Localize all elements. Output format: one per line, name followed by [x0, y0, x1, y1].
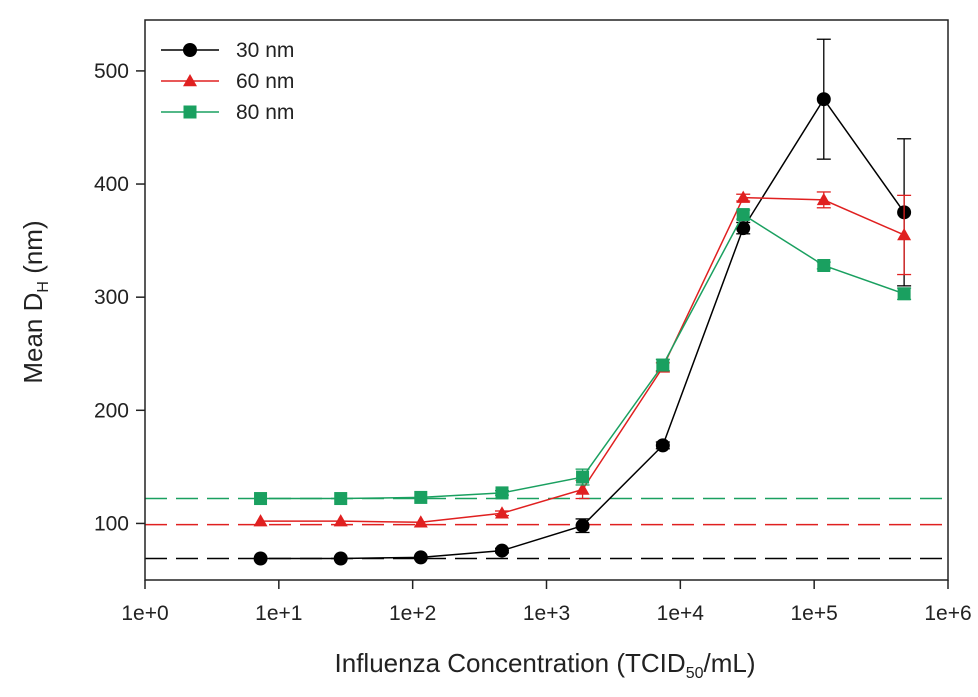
series-line-2: [260, 213, 905, 500]
data-point: [897, 287, 911, 301]
legend-marker: [183, 43, 197, 57]
y-axis: 100 200 300 400 500: [94, 60, 145, 535]
data-point: [495, 486, 509, 500]
y-axis-title-sub: H: [35, 281, 52, 293]
y-axis-title: Mean DH (nm): [18, 220, 52, 383]
data-point: [575, 518, 590, 533]
y-tick-label: 400: [94, 173, 129, 196]
data-point: [494, 543, 509, 558]
baselines: [145, 497, 948, 560]
legend-label: 30 nm: [236, 39, 294, 62]
x-tick-label: 1e+1: [255, 602, 302, 625]
x-tick-label: 1e+6: [924, 602, 971, 625]
data-point: [254, 492, 268, 506]
data-point: [736, 208, 750, 222]
data-point: [333, 514, 348, 527]
data-point: [816, 192, 831, 206]
data-point: [736, 221, 751, 236]
x-tick-label: 1e+0: [121, 602, 168, 625]
y-axis-title-main: Mean D: [18, 293, 48, 384]
y-tick-label: 500: [94, 60, 129, 83]
legend-marker: [183, 105, 197, 119]
data-point: [494, 506, 509, 519]
x-axis-title-suffix: /mL): [703, 648, 755, 678]
data-point: [655, 438, 670, 453]
legend-label: 80 nm: [236, 101, 294, 124]
legend-item-1: 60 nm: [161, 70, 294, 93]
x-tick-label: 1e+5: [791, 602, 838, 625]
data-point: [253, 514, 268, 527]
data-point: [656, 358, 670, 372]
x-axis-title-sub: 50: [686, 665, 704, 682]
data-point: [334, 492, 348, 506]
series-2: [254, 208, 912, 506]
y-tick-label: 200: [94, 399, 129, 422]
data-point: [413, 550, 428, 565]
series-0: [253, 38, 912, 566]
data-point: [413, 515, 428, 528]
data-point: [816, 92, 831, 107]
y-axis-title-suffix: (nm): [18, 220, 48, 281]
x-tick-label: 1e+3: [523, 602, 570, 625]
y-tick-label: 100: [94, 512, 129, 535]
data-point: [333, 551, 348, 566]
legend-label: 60 nm: [236, 70, 294, 93]
data-point: [897, 227, 912, 241]
x-tick-label: 1e+4: [657, 602, 705, 625]
data-point: [414, 490, 428, 504]
legend-item-2: 80 nm: [161, 101, 294, 124]
legend-marker: [183, 74, 197, 87]
legend: 30 nm 60 nm 80 nm: [161, 39, 294, 124]
x-axis-title: Influenza Concentration (TCID50/mL): [335, 648, 756, 682]
data-point: [253, 551, 268, 566]
x-axis: 1e+0 1e+1 1e+2 1e+3 1e+4 1e+5 1e+6: [121, 580, 972, 625]
data-point: [575, 482, 590, 495]
x-tick-label: 1e+2: [389, 602, 436, 625]
data-point: [817, 258, 831, 272]
series-layer: [253, 38, 912, 566]
series-1: [253, 190, 912, 528]
y-tick-label: 300: [94, 286, 129, 309]
data-point: [736, 190, 751, 203]
data-point: [576, 470, 590, 484]
legend-item-0: 30 nm: [161, 39, 294, 62]
x-axis-title-main: Influenza Concentration (TCID: [335, 648, 686, 678]
